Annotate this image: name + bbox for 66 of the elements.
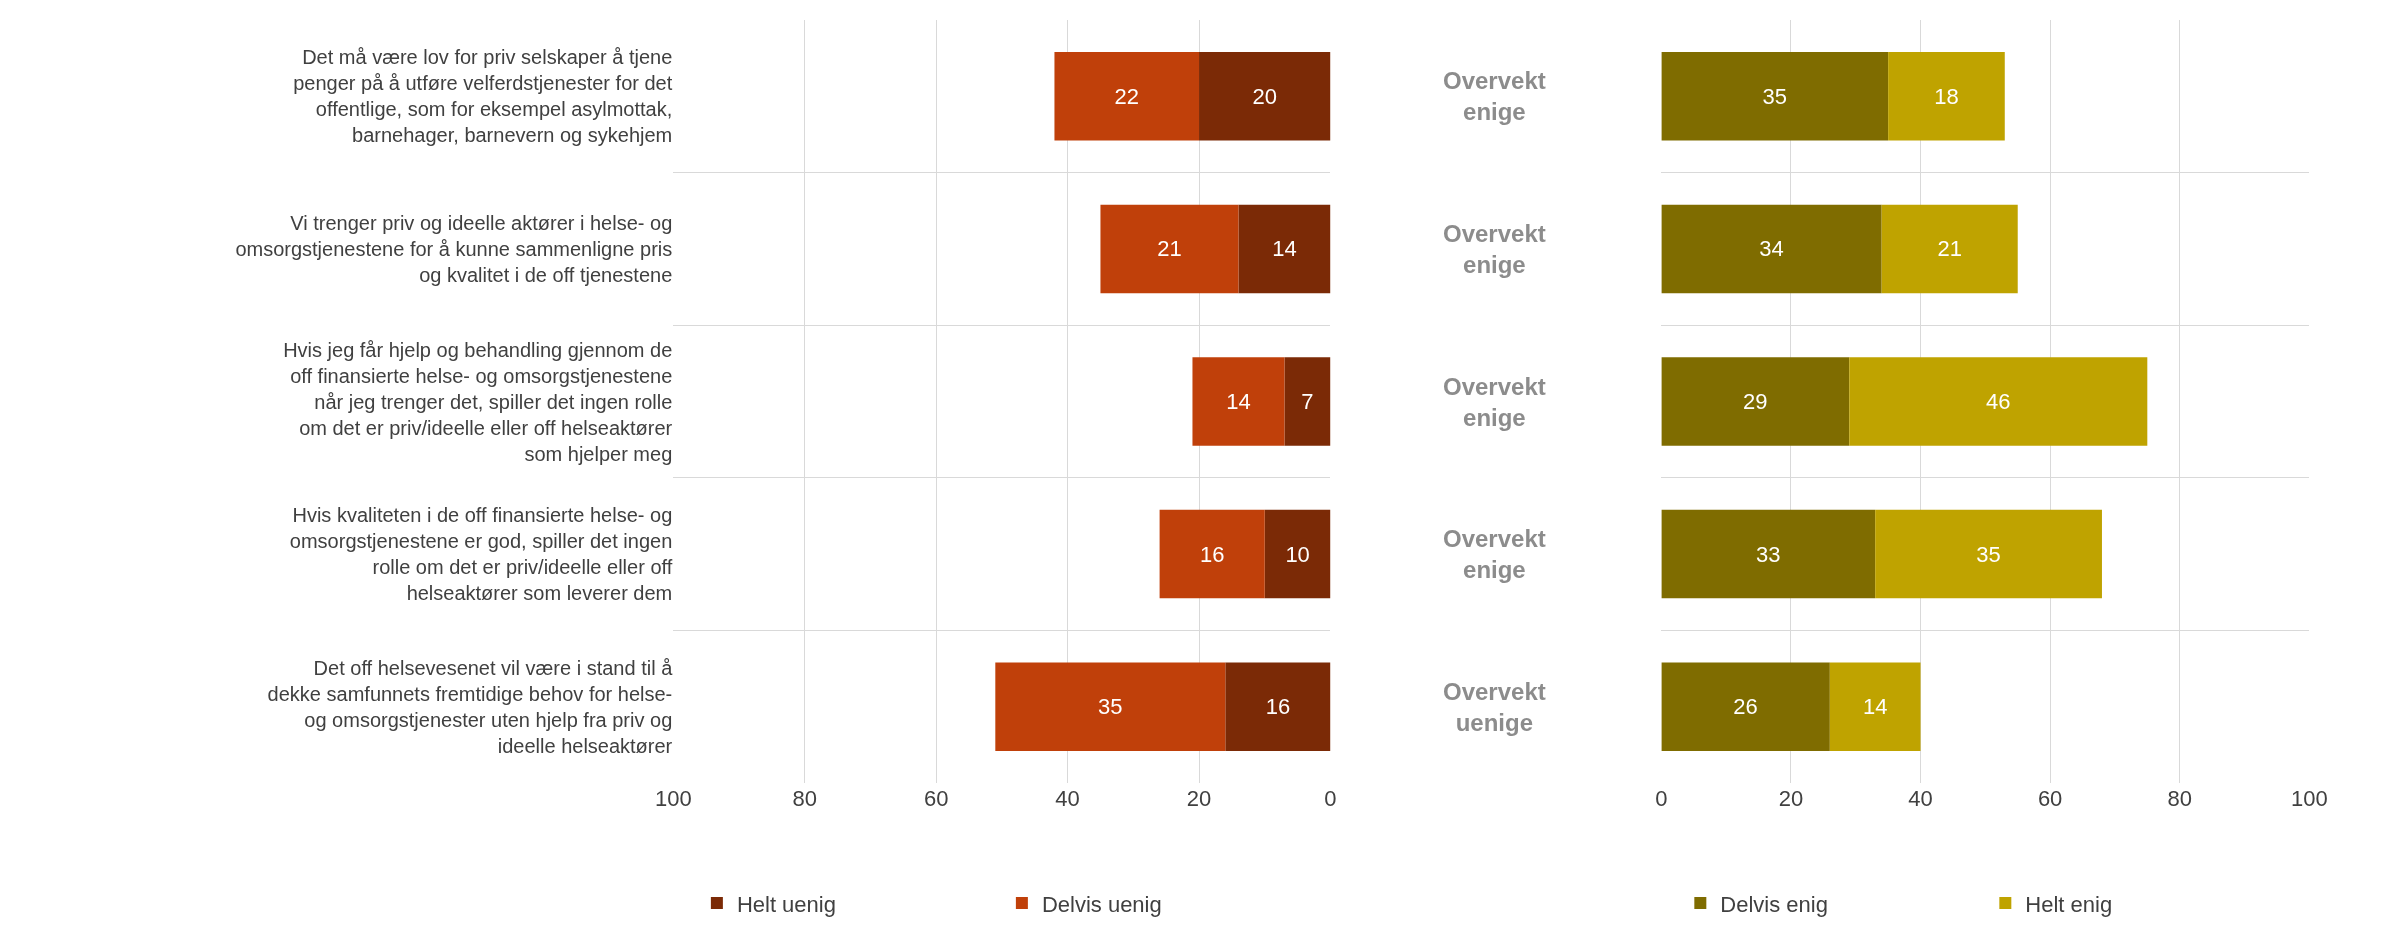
data-label: 22: [1114, 83, 1139, 109]
x-tick-label: 20: [1186, 786, 1212, 811]
bar: [1225, 662, 1331, 751]
text: Overvekt enige: [1443, 373, 1546, 432]
bar: [1888, 52, 2005, 141]
x-tick-label: 100: [2290, 786, 2328, 811]
y-tick-label: Hvis jeg får hjelp og behandling gjennom de off finansierte helse- og omsorgstjenestene når jeg trenger det, spiller det ingen rolle om det er priv/ideelle eller off helseaktører som hjelper meg: [283, 338, 673, 465]
data-label: 7: [1301, 389, 1314, 414]
y-tick-label: Det off helsevesenet vil være i stand til å dekke samfunnets fremtidige behov for helse- og omsorgstjenester uten hjelp fra priv og ideelle helseaktører: [267, 656, 674, 757]
data-label: 35: [1098, 694, 1123, 720]
bar: [1284, 357, 1331, 446]
y-tick-label: Hvis kvaliteten i de off finansierte helse- og omsorgstjenestene er god, spiller det ingen rolle om det er priv/ideelle eller off helseaktører som leverer dem: [289, 504, 673, 605]
bar: [995, 662, 1226, 751]
bar: [1661, 52, 1889, 141]
data-label: 14: [1226, 389, 1251, 414]
data-label: 10: [1285, 541, 1310, 567]
bar: [1829, 662, 1921, 751]
text: Overvekt uenige: [1443, 678, 1546, 737]
y-tick-label: Vi trenger priv og ideelle aktører i helse- og omsorgstjenestene for å kunne sammenligne pris og kvalitet i de off tjenestene: [235, 211, 673, 286]
x-tick-label: 80: [792, 786, 817, 811]
data-label: 34: [1759, 236, 1784, 262]
text: Overvekt enige: [1443, 67, 1546, 126]
text: Overvekt enige: [1443, 525, 1546, 584]
text: Overvekt enige: [1443, 220, 1546, 279]
data-label: 20: [1252, 83, 1277, 109]
x-tick-label: 60: [923, 786, 949, 811]
data-label: 35: [1762, 83, 1787, 109]
bar: [1100, 204, 1239, 294]
data-label: 35: [1976, 541, 2001, 567]
bar: [1849, 357, 2148, 446]
legend-label: Delvis enig: [1720, 891, 1828, 917]
bar: [1661, 204, 1882, 294]
x-tick-label: 0: [1324, 786, 1337, 811]
y-tick-label: Det må være lov for priv selskaper å tjene penger på å utføre velferdstjenester for det offentlige, som for eksempel asylmottak, barnehager, barnevern og sykehjem: [293, 46, 673, 147]
bar: [1875, 509, 2102, 599]
data-label: 16: [1199, 541, 1225, 567]
legend-label: Helt uenig: [736, 891, 836, 917]
data-label: 33: [1756, 541, 1781, 567]
legend-label: Delvis uenig: [1041, 891, 1162, 917]
data-label: 46: [1986, 389, 2011, 414]
data-label: 29: [1743, 389, 1768, 414]
bar: [1054, 52, 1200, 141]
x-tick-label: 60: [2037, 786, 2063, 811]
legend-label: Helt enig: [2025, 891, 2113, 917]
data-label: 14: [1272, 236, 1297, 262]
bar: [1192, 357, 1285, 446]
x-tick-label: 40: [1055, 786, 1080, 811]
data-label: 21: [1157, 236, 1182, 262]
x-tick-label: 0: [1655, 786, 1668, 811]
bar: [1238, 204, 1331, 294]
x-tick-label: 40: [1908, 786, 1933, 811]
bar: [1661, 662, 1830, 751]
bar: [1264, 509, 1331, 599]
data-label: 26: [1733, 694, 1758, 720]
data-label: 21: [1937, 236, 1962, 262]
x-tick-label: 20: [1778, 786, 1804, 811]
data-label: 14: [1862, 694, 1888, 720]
bar: [1661, 509, 1876, 599]
bar: [1159, 509, 1265, 599]
x-tick-label: 80: [2167, 786, 2192, 811]
data-label: 16: [1265, 694, 1291, 720]
bar: [1199, 52, 1331, 141]
bar: [1661, 357, 1850, 446]
x-tick-label: 100: [654, 786, 692, 811]
bar: [1881, 204, 2018, 294]
data-label: 18: [1934, 83, 1959, 109]
